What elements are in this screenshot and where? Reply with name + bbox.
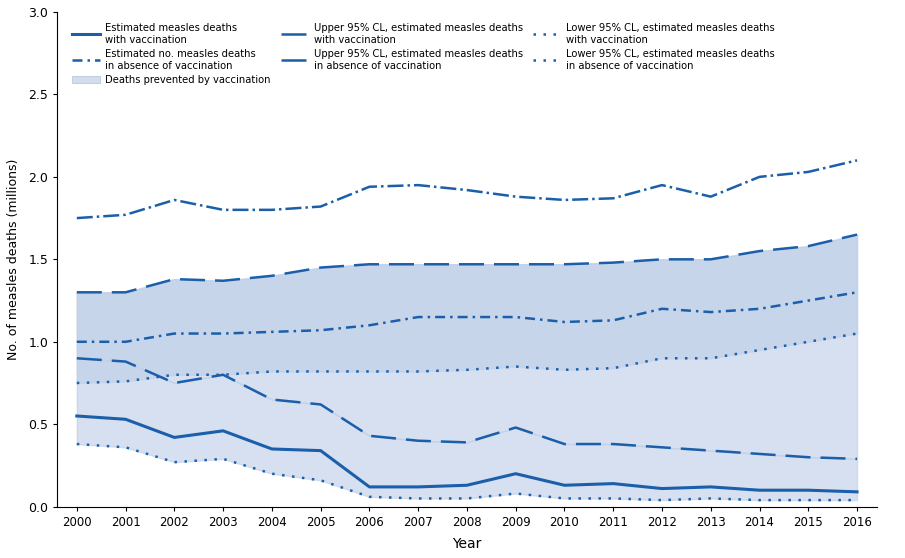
Legend: Estimated measles deaths
with vaccination, Estimated no. measles deaths
in absen: Estimated measles deaths with vaccinatio…: [66, 17, 781, 91]
Y-axis label: No. of measles deaths (millions): No. of measles deaths (millions): [7, 158, 20, 360]
X-axis label: Year: Year: [452, 537, 481, 551]
